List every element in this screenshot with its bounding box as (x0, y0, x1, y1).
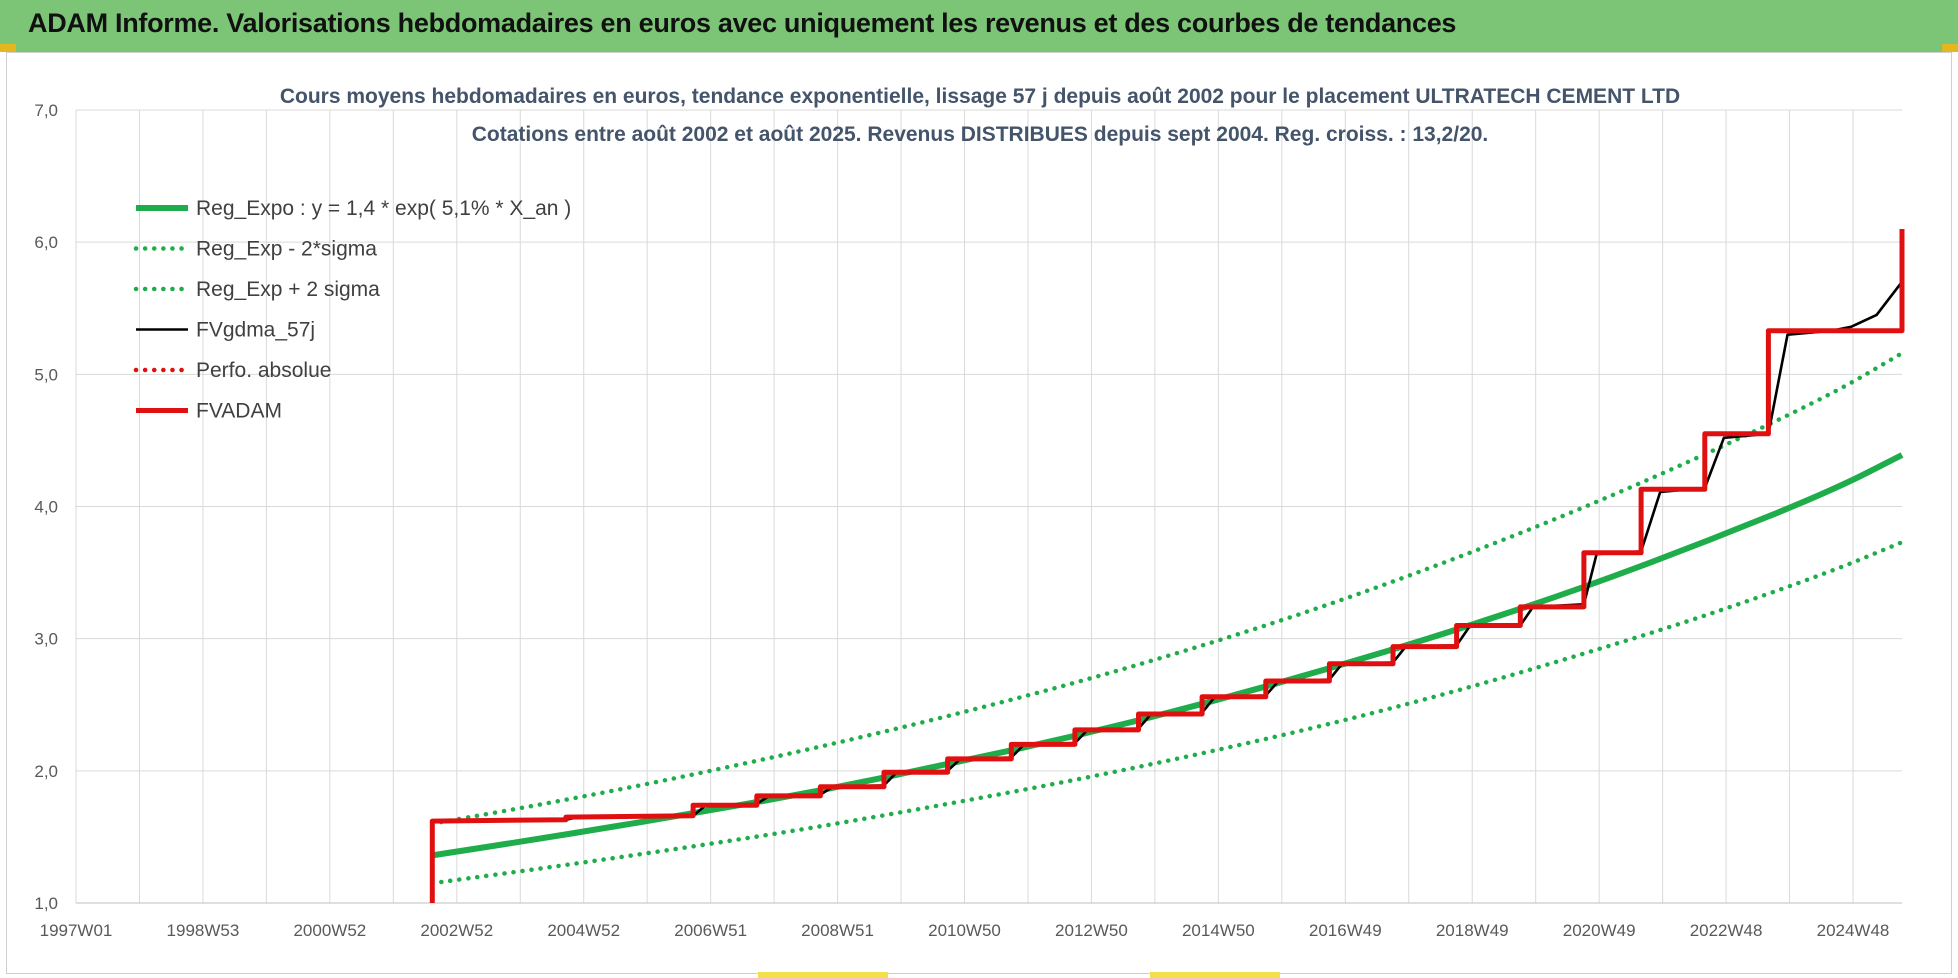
y-axis-ticks: 7,0 6,0 5,0 4,0 3,0 2,0 1,0 (34, 101, 58, 913)
x-tick-label: 2002W52 (420, 921, 493, 940)
x-tick-label: 2022W48 (1690, 921, 1763, 940)
report-title: ADAM Informe. Valorisations hebdomadaire… (28, 8, 1457, 38)
bottom-mark-right (1150, 972, 1280, 978)
x-tick-label: 2000W52 (293, 921, 366, 940)
x-tick-label: 1997W01 (40, 921, 113, 940)
y-tick-label: 1,0 (34, 894, 58, 913)
x-tick-label: 2024W48 (1817, 921, 1890, 940)
bottom-mark-left (758, 972, 888, 978)
x-axis-ticks: 1997W01 1998W53 2000W52 2002W52 2004W52 2006W… (40, 921, 1890, 940)
legend: Reg_Expo : y = 1,4 * exp( 5,1% * X_an ) R… (133, 197, 571, 423)
legend-label-5: FVADAM (196, 400, 282, 423)
x-tick-label: 2010W50 (928, 921, 1001, 940)
series-line-5 (429, 229, 1905, 903)
series-line-2 (430, 350, 1905, 826)
legend-label-2: Reg_Exp + 2 sigma (196, 278, 380, 301)
y-tick-label: 5,0 (34, 365, 58, 384)
chart-title: Cours moyens hebdomadaires en euros, ten… (280, 85, 1680, 108)
y-tick-label: 6,0 (34, 233, 58, 252)
corner-mark-left (0, 44, 16, 52)
corner-mark-right (1942, 44, 1958, 52)
y-tick-label: 4,0 (34, 498, 58, 517)
x-tick-label: 2008W51 (801, 921, 874, 940)
chart-subtitle: Cotations entre août 2002 et août 2025. … (472, 123, 1489, 146)
legend-label-1: Reg_Exp - 2*sigma (196, 238, 377, 261)
x-tick-label: 2004W52 (547, 921, 620, 940)
x-tick-label: 2018W49 (1436, 921, 1509, 940)
series-line-1 (430, 539, 1905, 886)
header-banner: ADAM Informe. Valorisations hebdomadaire… (0, 0, 1958, 52)
y-tick-label: 3,0 (34, 630, 58, 649)
x-tick-label: 2014W50 (1182, 921, 1255, 940)
legend-label-4: Perfo. absolue (196, 359, 331, 382)
x-tick-label: 2016W49 (1309, 921, 1382, 940)
x-tick-label: 2006W51 (674, 921, 747, 940)
y-tick-label: 2,0 (34, 762, 58, 781)
series-lines (429, 229, 1905, 903)
x-tick-label: 1998W53 (167, 921, 240, 940)
gridlines (75, 109, 1902, 904)
legend-label-3: FVgdma_57j (196, 319, 315, 342)
y-tick-label: 7,0 (34, 101, 58, 120)
legend-label-0: Reg_Expo : y = 1,4 * exp( 5,1% * X_an ) (196, 197, 571, 220)
chart-frame (6, 52, 1952, 974)
x-tick-label: 2012W50 (1055, 921, 1128, 940)
x-tick-label: 2020W49 (1563, 921, 1636, 940)
